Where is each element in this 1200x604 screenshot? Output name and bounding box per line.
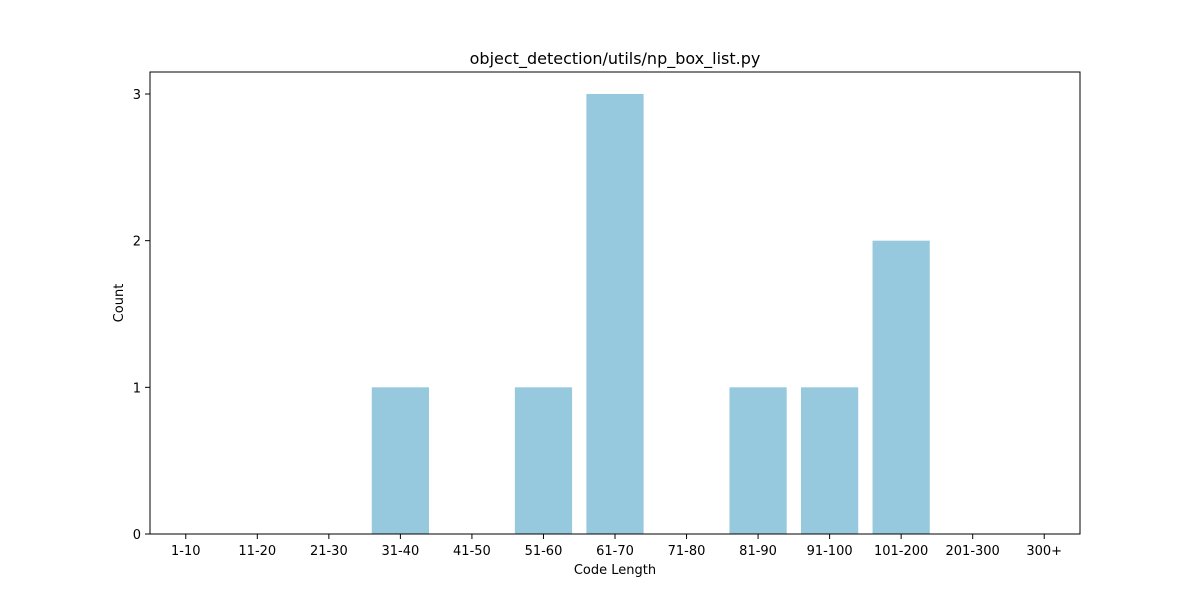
y-tick-label: 0 [133,528,141,543]
x-tick-label: 300+ [1026,544,1062,559]
bar [586,94,644,534]
x-tick-label: 101-200 [874,544,928,559]
chart-title: object_detection/utils/np_box_list.py [470,49,761,69]
y-axis: 0 1 2 3 [133,88,150,543]
y-axis-label: Count [112,284,127,323]
x-axis-label: Code Length [574,563,656,578]
x-tick-label: 31-40 [381,544,419,559]
x-tick-label: 91-100 [807,544,853,559]
x-tick-label: 201-300 [946,544,1000,559]
x-tick-label: 41-50 [453,544,491,559]
y-tick-label: 1 [133,381,141,396]
y-tick-label: 3 [133,88,141,103]
bar [872,240,930,535]
bar [514,387,573,534]
x-tick-label: 71-80 [668,544,706,559]
bar [729,387,787,534]
bars-group [371,94,930,535]
x-tick-label: 81-90 [739,544,777,559]
x-tick-label: 21-30 [310,544,348,559]
bar [371,387,429,534]
x-tick-label: 1-10 [171,544,201,559]
x-tick-label: 51-60 [525,544,563,559]
y-tick-label: 2 [133,235,141,250]
bar [801,387,859,534]
x-tick-label: 61-70 [596,544,634,559]
x-axis: 1-10 11-20 21-30 31-40 41-50 51-60 61-70 71-80 8… [171,534,1062,559]
x-tick-label: 11-20 [238,544,276,559]
